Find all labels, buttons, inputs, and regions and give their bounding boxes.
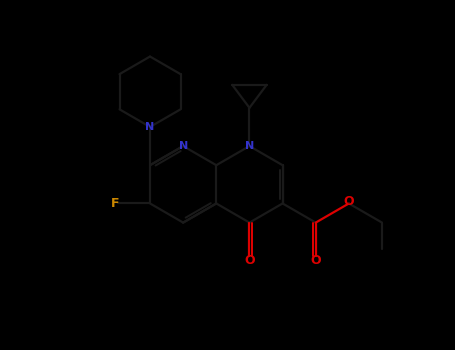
Text: N: N bbox=[178, 141, 188, 151]
Text: O: O bbox=[244, 253, 255, 266]
Text: F: F bbox=[111, 197, 119, 210]
Text: O: O bbox=[310, 253, 321, 266]
Text: O: O bbox=[344, 195, 354, 208]
Text: N: N bbox=[245, 141, 254, 151]
Text: N: N bbox=[146, 122, 155, 132]
